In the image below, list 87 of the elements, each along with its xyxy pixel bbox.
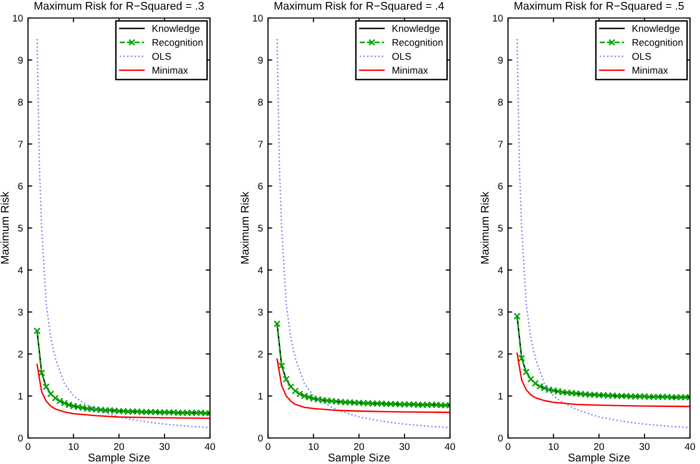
x-tick-label: 20 (354, 443, 364, 450)
point (47, 390, 54, 398)
point (514, 312, 521, 320)
y-tick-label: 10 (13, 14, 23, 22)
legend-label: Knowledge (152, 24, 200, 34)
y-tick-label: 2 (258, 350, 263, 358)
y-tick-label: 6 (18, 182, 23, 190)
line-series (276, 358, 450, 414)
x-tick-label: 20 (594, 443, 604, 450)
x-tick-label: 40 (684, 443, 696, 450)
legend-label: Knowledge (632, 24, 680, 34)
point (518, 354, 526, 362)
y-axis-title: Maximum Risk (0, 192, 9, 264)
y-tick-label: 2 (18, 350, 23, 358)
y-tick-label: 10 (253, 14, 263, 22)
point (282, 376, 290, 383)
x-axis-title: Sample Size (328, 453, 390, 464)
y-tick-label: 3 (18, 308, 23, 316)
y-tick-label: 5 (498, 224, 503, 232)
y-tick-label: 1 (258, 392, 263, 400)
point (34, 327, 41, 334)
point (287, 383, 294, 390)
x-tick-label: 0 (26, 443, 30, 450)
x-tick-label: 10 (68, 443, 79, 450)
legend-label: Minimax (392, 66, 428, 74)
y-tick-label: 1 (18, 392, 23, 400)
line-series (36, 38, 210, 428)
y-tick-label: 7 (258, 140, 263, 148)
y-axis-title: Maximum Risk (480, 192, 489, 264)
legend-label: Knowledge (392, 24, 440, 34)
legend-label: Recognition (152, 38, 203, 48)
y-tick-label: 9 (258, 56, 263, 64)
x-tick-label: 10 (308, 443, 319, 450)
chart-title: Maximum Risk for R−Squared = .3 (34, 2, 204, 12)
legend-label: OLS (392, 52, 411, 60)
legend-label: Recognition (632, 38, 683, 48)
point (42, 383, 50, 390)
x-tick-label: 0 (506, 443, 510, 450)
point (527, 376, 534, 383)
y-tick-label: 0 (18, 434, 23, 442)
y-tick-label: 2 (498, 350, 503, 358)
legend-label: Minimax (152, 66, 188, 74)
x-axis-title: Sample Size (568, 453, 630, 464)
y-tick-label: 10 (493, 14, 503, 22)
x-tick-label: 10 (548, 443, 559, 450)
y-tick-label: 4 (498, 266, 503, 274)
chart-title: Maximum Risk for R−Squared = .4 (274, 2, 444, 12)
x-axis-title: Sample Size (88, 453, 150, 464)
y-tick-label: 9 (498, 56, 503, 64)
legend-label: OLS (632, 52, 651, 60)
chart-title: Maximum Risk for R−Squared = .5 (514, 2, 684, 12)
point (38, 369, 46, 376)
x-tick-label: 40 (444, 443, 456, 450)
y-tick-label: 5 (258, 224, 263, 232)
y-axis-title: Maximum Risk (240, 192, 249, 264)
y-tick-label: 3 (498, 308, 503, 316)
y-tick-label: 9 (18, 56, 23, 64)
x-tick-label: 40 (204, 443, 216, 450)
point (278, 362, 286, 370)
y-tick-label: 7 (498, 140, 503, 148)
line-series (516, 352, 690, 408)
x-tick-label: 30 (159, 443, 170, 450)
y-tick-label: 6 (258, 182, 263, 190)
x-tick-label: 0 (266, 443, 270, 450)
y-tick-label: 8 (498, 98, 503, 106)
y-tick-label: 8 (258, 98, 263, 106)
line-series (516, 38, 690, 428)
y-tick-label: 0 (258, 434, 263, 442)
line-series (36, 364, 210, 419)
y-tick-label: 1 (498, 392, 503, 400)
legend-label: Minimax (632, 66, 668, 74)
x-tick-label: 20 (114, 443, 124, 450)
y-tick-label: 5 (18, 224, 23, 232)
y-tick-label: 3 (258, 308, 263, 316)
y-tick-label: 0 (498, 434, 503, 442)
legend-label: OLS (152, 52, 171, 60)
x-tick-label: 30 (639, 443, 650, 450)
y-tick-label: 8 (18, 98, 23, 106)
line-series (276, 38, 450, 428)
y-tick-label: 4 (258, 266, 263, 274)
y-tick-label: 7 (18, 140, 23, 148)
point (522, 368, 530, 376)
y-tick-label: 6 (498, 182, 503, 190)
legend-label: Recognition (392, 38, 443, 48)
x-tick-label: 30 (399, 443, 410, 450)
y-tick-label: 4 (18, 266, 23, 274)
point (274, 320, 281, 328)
